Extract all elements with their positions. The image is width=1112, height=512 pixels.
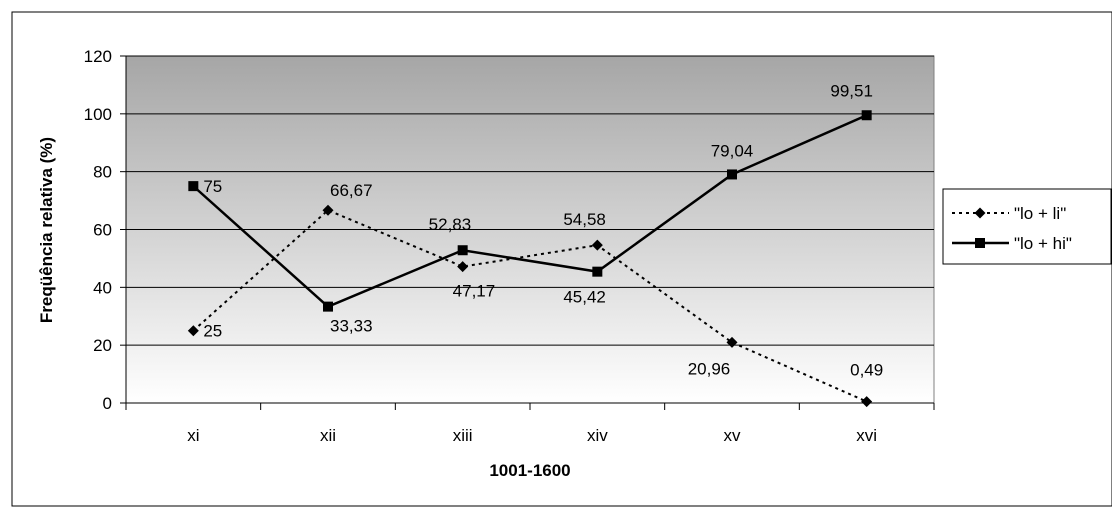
- data-point-diamond: [726, 336, 738, 348]
- data-point-diamond: [861, 396, 873, 408]
- legend-label: "lo + hi": [1014, 234, 1072, 253]
- data-point-square: [727, 169, 737, 180]
- data-point-diamond: [322, 204, 334, 216]
- x-tick-label: xvi: [856, 426, 877, 445]
- series-layer: [187, 110, 873, 408]
- y-tick-label: 20: [93, 336, 112, 355]
- data-point-diamond: [974, 207, 986, 219]
- data-point-diamond: [457, 261, 469, 273]
- data-label: 25: [203, 322, 222, 341]
- x-tick-label: xii: [320, 426, 336, 445]
- y-axis-title: Freqüência relativa (%): [37, 137, 56, 323]
- x-axis-title: 1001-1600: [489, 461, 570, 480]
- data-point-square: [592, 266, 603, 277]
- data-labels: 25 66,67 47,17 54,58 20,96 0,49 75 33,33 52,83 45…: [203, 81, 883, 379]
- data-label: 79,04: [711, 141, 754, 160]
- y-tick-label: 40: [93, 278, 112, 297]
- legend-box: [942, 188, 1112, 265]
- grid-lines: [126, 55, 934, 346]
- data-point-diamond: [187, 325, 199, 337]
- data-label: 52,83: [429, 215, 472, 234]
- series-line-lo-hi: [192, 114, 868, 309]
- x-tick-label: xiv: [587, 426, 608, 445]
- data-point-square: [188, 181, 199, 192]
- x-tick-label: xv: [724, 426, 742, 445]
- data-label: 45,42: [563, 288, 606, 307]
- data-label: 99,51: [830, 81, 873, 100]
- y-tick-label: 0: [103, 394, 112, 413]
- y-tick-label: 100: [84, 105, 112, 124]
- y-tick-label: 80: [93, 163, 112, 182]
- x-tick-label: xi: [187, 426, 199, 445]
- y-tick-label: 60: [93, 221, 112, 240]
- legend-label: "lo + li": [1014, 204, 1066, 223]
- data-label: 20,96: [688, 359, 731, 378]
- y-tick-label: 120: [84, 47, 112, 66]
- data-label: 33,33: [330, 317, 373, 336]
- data-label: 0,49: [850, 361, 883, 380]
- data-label: 54,58: [563, 210, 606, 229]
- data-point-square: [975, 238, 985, 248]
- legend: "lo + li" "lo + hi": [942, 188, 1112, 265]
- axes: 0 20 40 60 80 100 120 xi xii xiii xiv xv xvi: [84, 47, 935, 445]
- data-label: 75: [203, 177, 222, 196]
- x-tick-label: xiii: [453, 426, 473, 445]
- data-point-square: [457, 245, 468, 256]
- data-label: 66,67: [330, 181, 373, 200]
- data-point-diamond: [591, 239, 603, 251]
- data-point-square: [323, 301, 333, 312]
- data-label: 47,17: [453, 282, 496, 301]
- series-line-lo-li: [192, 209, 868, 403]
- data-point-square: [861, 110, 872, 121]
